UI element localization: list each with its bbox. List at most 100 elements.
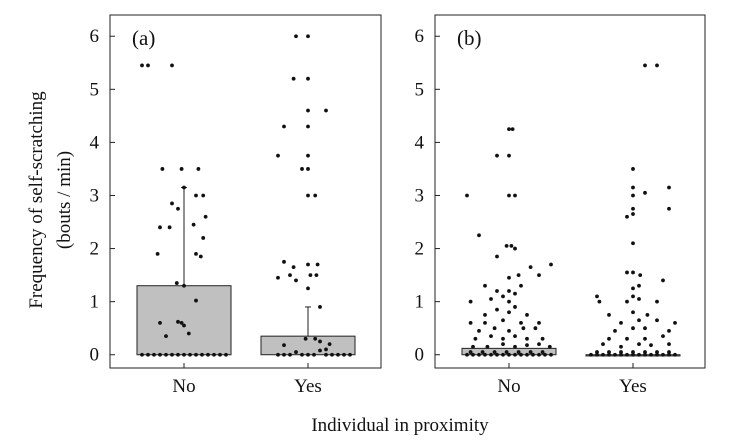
- data-point: [179, 320, 184, 325]
- data-point: [318, 348, 322, 353]
- data-point: [465, 193, 469, 198]
- data-point: [224, 352, 228, 357]
- data-point: [315, 262, 320, 267]
- data-point: [465, 352, 469, 357]
- data-point: [164, 334, 168, 339]
- x-tick-label: Yes: [294, 376, 322, 397]
- data-point: [528, 265, 533, 270]
- data-point: [212, 352, 216, 357]
- data-point: [645, 313, 650, 317]
- data-point: [531, 352, 535, 357]
- data-point: [306, 262, 310, 267]
- data-point: [282, 259, 286, 264]
- data-point: [649, 352, 653, 357]
- data-point: [313, 336, 318, 341]
- panel-label-a: (a): [132, 26, 155, 50]
- data-point: [188, 352, 192, 357]
- data-point: [288, 352, 292, 357]
- data-point: [513, 305, 517, 309]
- data-point: [306, 167, 310, 171]
- y-tick-label: 5: [415, 79, 425, 100]
- x-tick-label: No: [497, 376, 520, 397]
- data-point: [507, 352, 511, 357]
- data-point: [495, 352, 499, 357]
- data-point: [637, 342, 641, 347]
- data-point: [625, 352, 629, 357]
- data-point: [507, 275, 511, 280]
- data-point: [158, 320, 162, 325]
- data-point: [643, 336, 647, 341]
- data-point: [324, 352, 328, 357]
- data-point: [601, 342, 605, 347]
- data-point: [501, 318, 505, 323]
- panel-a-frame: [109, 14, 382, 369]
- data-point: [291, 265, 296, 270]
- data-point: [549, 262, 553, 267]
- data-point: [152, 352, 156, 357]
- data-point: [613, 328, 617, 333]
- data-point: [504, 244, 509, 248]
- data-point: [336, 352, 340, 357]
- data-point: [306, 352, 310, 357]
- data-point: [638, 273, 643, 278]
- data-point: [631, 193, 635, 198]
- y-tick-label: 3: [415, 185, 425, 206]
- data-point: [492, 350, 497, 354]
- data-point: [595, 294, 599, 299]
- data-point: [306, 286, 310, 291]
- data-point: [306, 153, 310, 158]
- data-point: [194, 352, 198, 357]
- data-point: [186, 331, 191, 336]
- data-point: [507, 193, 511, 198]
- data-point: [667, 352, 671, 357]
- data-point: [507, 153, 511, 158]
- data-point: [643, 350, 647, 354]
- data-point: [521, 326, 526, 331]
- panel-a: 0 1 2 3 4 5 6 (a) No Yes: [90, 14, 382, 397]
- y-tick-label: 6: [90, 26, 100, 47]
- data-point: [170, 63, 174, 68]
- data-point: [327, 342, 332, 347]
- data-point: [308, 273, 313, 278]
- data-point: [294, 350, 298, 354]
- data-point: [631, 286, 635, 291]
- data-point: [477, 233, 481, 238]
- data-point: [348, 352, 352, 357]
- data-point: [673, 320, 677, 325]
- data-point: [516, 350, 521, 354]
- data-point: [607, 336, 611, 341]
- data-point: [312, 352, 316, 357]
- data-point: [218, 352, 222, 357]
- data-point: [643, 63, 647, 68]
- data-point: [471, 344, 475, 349]
- data-point: [643, 352, 647, 357]
- data-point: [201, 236, 206, 240]
- data-point: [619, 344, 623, 349]
- data-point: [471, 352, 475, 357]
- data-point: [282, 124, 286, 129]
- data-point: [619, 320, 623, 325]
- panel-label-b: (b): [457, 26, 482, 50]
- data-point: [182, 185, 186, 190]
- data-point: [513, 344, 517, 349]
- data-point: [631, 241, 635, 246]
- data-point: [607, 350, 611, 354]
- y-tick-label: 1: [90, 292, 100, 313]
- data-point: [537, 352, 541, 357]
- y-tick-label: 1: [415, 292, 425, 313]
- data-point: [631, 352, 635, 357]
- data-point: [631, 294, 635, 299]
- data-point: [655, 350, 659, 354]
- data-point: [477, 328, 481, 333]
- data-point: [194, 251, 198, 256]
- data-point: [501, 336, 505, 341]
- y-axis-title-line2: (bouts / min): [54, 151, 75, 249]
- data-point: [314, 273, 319, 278]
- data-point: [516, 273, 521, 278]
- data-point: [673, 352, 677, 357]
- data-point: [637, 318, 641, 323]
- data-point: [525, 313, 529, 317]
- data-point: [549, 352, 553, 357]
- data-point: [206, 352, 210, 357]
- data-point: [282, 343, 286, 348]
